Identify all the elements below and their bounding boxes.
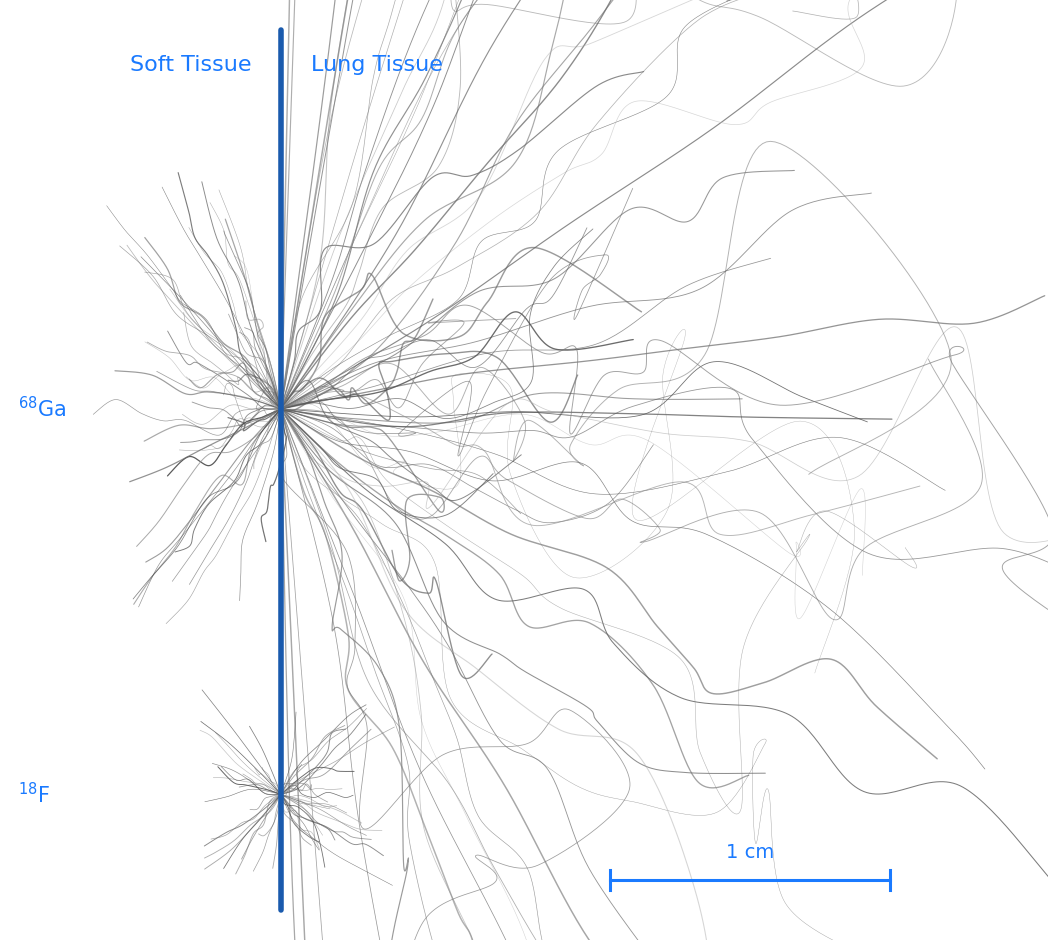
Text: Soft Tissue: Soft Tissue	[130, 55, 252, 75]
Text: $^{68}$Ga: $^{68}$Ga	[18, 397, 66, 421]
Text: 1 cm: 1 cm	[726, 843, 774, 862]
Text: Lung Tissue: Lung Tissue	[311, 55, 442, 75]
Text: $^{18}$F: $^{18}$F	[18, 782, 50, 807]
